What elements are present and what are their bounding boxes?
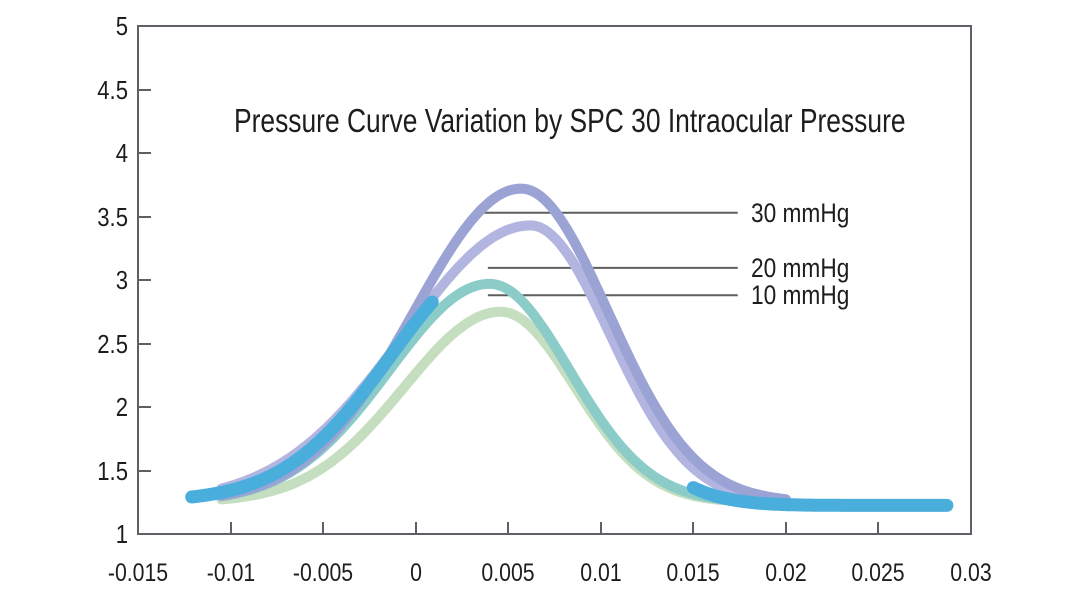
y-axis-tick — [138, 469, 151, 472]
x-axis-tick — [322, 522, 325, 534]
y-axis-tick — [138, 152, 151, 154]
y-axis-label: 1.5 — [97, 455, 128, 486]
curve-base-pressure-curve-right-flank- — [686, 481, 954, 512]
x-axis-label: 0 — [409, 559, 422, 587]
curve-paths-group — [185, 183, 954, 512]
y-axis-label: 4 — [115, 138, 128, 168]
legend-label: 20 mmHg — [750, 252, 850, 283]
curve-base-pressure-curve-left-flank- — [185, 295, 439, 504]
x-axis-tick — [507, 522, 510, 534]
y-axis-tick — [138, 279, 151, 281]
y-axis-label: 3 — [115, 265, 128, 295]
y-axis-label: 5 — [115, 11, 128, 41]
x-axis-label: 0.01 — [580, 559, 622, 587]
y-axis-tick — [138, 215, 151, 218]
x-axis-tick — [692, 522, 695, 534]
x-axis-tick — [877, 522, 880, 534]
y-axis-tick — [138, 342, 151, 345]
x-axis-tick — [599, 522, 602, 534]
y-axis-tick — [138, 88, 151, 91]
y-axis-label: 2 — [115, 392, 128, 422]
legend-label: 10 mmHg — [750, 280, 850, 311]
x-axis-label: -0.005 — [292, 559, 354, 587]
x-axis-tick — [229, 522, 232, 534]
x-axis-label: 0.02 — [765, 559, 807, 587]
y-axis-label: 4.5 — [97, 74, 128, 105]
y-axis-label: 1 — [115, 519, 128, 549]
x-axis-label: 0.025 — [851, 559, 906, 587]
y-axis-tick — [138, 406, 151, 408]
x-axis-label: 0.015 — [666, 559, 720, 587]
x-axis-label: 0.005 — [481, 559, 535, 587]
x-axis-tick — [784, 522, 787, 534]
x-axis-tick — [414, 522, 417, 534]
y-axis-label: 2.5 — [97, 328, 128, 359]
leader-lines-group — [478, 211, 738, 297]
x-axis-label: 0.03 — [950, 559, 992, 587]
x-axis-label: -0.015 — [107, 559, 169, 587]
x-axis-label: -0.01 — [206, 559, 255, 587]
legend-label: 30 mmHg — [750, 197, 850, 228]
chart-title: Pressure Curve Variation by SPC 30 Intra… — [234, 102, 906, 139]
y-axis-label: 3.5 — [97, 201, 128, 232]
